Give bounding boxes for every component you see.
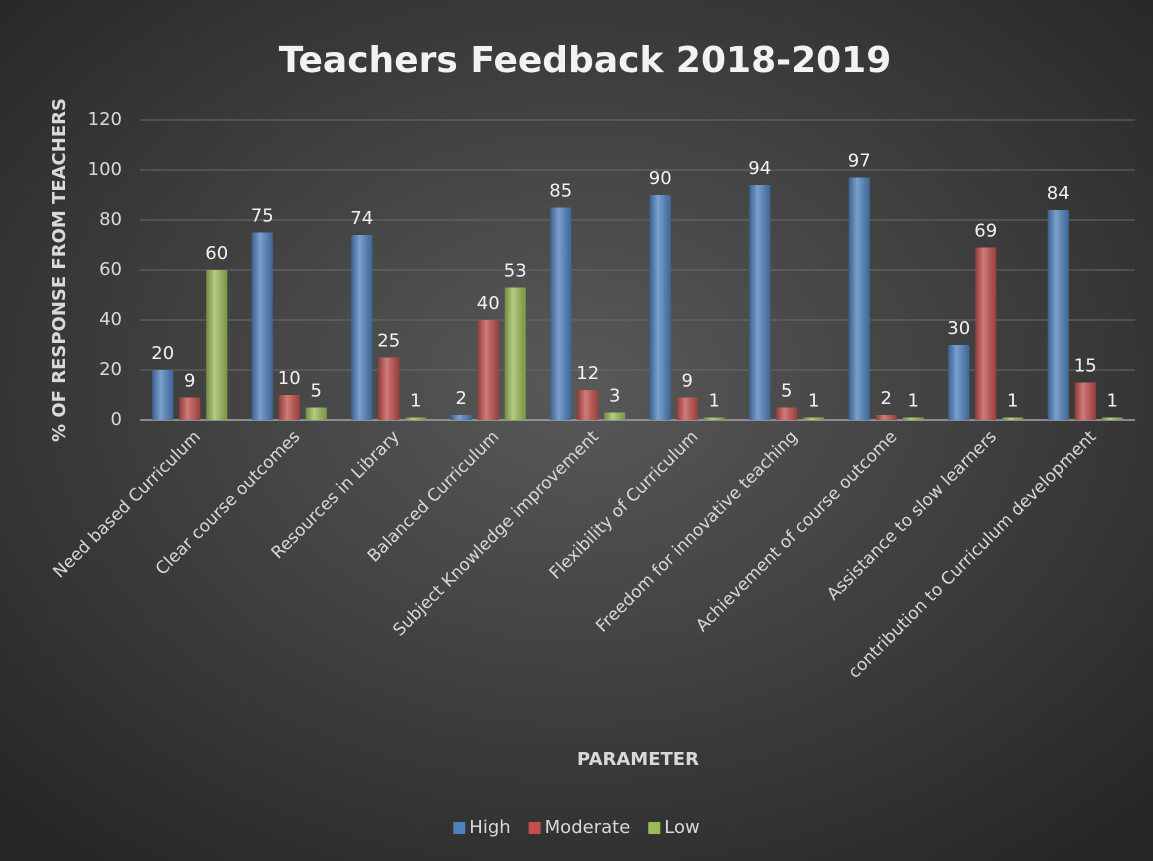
bar xyxy=(604,412,626,420)
bar xyxy=(1074,382,1096,420)
data-label: 69 xyxy=(974,221,997,242)
bar xyxy=(749,185,771,420)
data-label: 84 xyxy=(1047,183,1070,204)
bar xyxy=(305,407,327,420)
bar xyxy=(351,235,373,420)
bar xyxy=(550,207,572,420)
data-label: 9 xyxy=(682,371,693,392)
bar xyxy=(948,345,970,420)
data-label: 60 xyxy=(205,243,228,264)
bar xyxy=(875,415,897,420)
chart-title: Teachers Feedback 2018-2019 xyxy=(279,40,892,81)
legend-label: Moderate xyxy=(545,817,631,838)
data-label: 9 xyxy=(184,371,195,392)
legend: High Moderate Low xyxy=(453,817,700,838)
bar xyxy=(1047,210,1069,420)
bar xyxy=(676,397,698,420)
y-tick-label: 80 xyxy=(99,209,122,230)
bar xyxy=(848,177,870,420)
data-label: 25 xyxy=(377,331,400,352)
bar xyxy=(803,417,825,420)
data-label: 94 xyxy=(748,158,771,179)
data-label: 1 xyxy=(1107,391,1118,412)
bar xyxy=(504,287,526,420)
data-label: 90 xyxy=(649,168,672,189)
bar xyxy=(776,407,798,420)
bar xyxy=(278,395,300,420)
y-axis-title: % OF RESPONSE FROM TEACHERS xyxy=(49,98,70,442)
legend-marker xyxy=(648,822,661,834)
bar xyxy=(649,195,671,420)
y-tick-label: 20 xyxy=(99,359,122,380)
bar xyxy=(1002,417,1024,420)
bar xyxy=(179,397,201,420)
bar xyxy=(975,247,997,420)
bar xyxy=(1101,417,1123,420)
bar xyxy=(378,357,400,420)
data-label: 1 xyxy=(808,391,819,412)
legend-label: Low xyxy=(664,817,699,838)
bar xyxy=(902,417,924,420)
data-label: 5 xyxy=(781,381,792,402)
bar xyxy=(405,417,427,420)
data-label: 1 xyxy=(1007,391,1018,412)
data-label: 30 xyxy=(947,318,970,339)
data-label: 40 xyxy=(477,293,500,314)
data-label: 15 xyxy=(1074,356,1097,377)
data-label: 1 xyxy=(410,391,421,412)
data-label: 3 xyxy=(609,386,620,407)
data-label: 1 xyxy=(908,391,919,412)
data-label: 75 xyxy=(251,206,274,227)
bar xyxy=(450,415,472,420)
y-tick-label: 120 xyxy=(88,109,122,130)
data-label: 20 xyxy=(151,343,174,364)
y-tick-label: 40 xyxy=(99,309,122,330)
data-label: 97 xyxy=(848,151,871,172)
data-label: 53 xyxy=(504,261,527,282)
data-label: 1 xyxy=(709,391,720,412)
legend-marker xyxy=(528,822,541,834)
bar xyxy=(152,370,174,420)
data-label: 2 xyxy=(456,388,467,409)
y-tick-label: 60 xyxy=(99,259,122,280)
data-label: 5 xyxy=(311,381,322,402)
legend-label: High xyxy=(469,817,510,838)
bar xyxy=(477,320,499,420)
data-label: 85 xyxy=(549,181,572,202)
data-label: 74 xyxy=(350,208,373,229)
bar xyxy=(577,390,599,420)
bar xyxy=(703,417,725,420)
bar xyxy=(251,232,273,420)
legend-marker xyxy=(453,822,466,834)
x-axis-title: PARAMETER xyxy=(577,749,699,770)
y-tick-label: 0 xyxy=(111,409,122,430)
bar xyxy=(206,270,228,420)
y-tick-label: 100 xyxy=(88,159,122,180)
data-label: 2 xyxy=(881,388,892,409)
data-label: 12 xyxy=(576,363,599,384)
data-label: 10 xyxy=(278,368,301,389)
